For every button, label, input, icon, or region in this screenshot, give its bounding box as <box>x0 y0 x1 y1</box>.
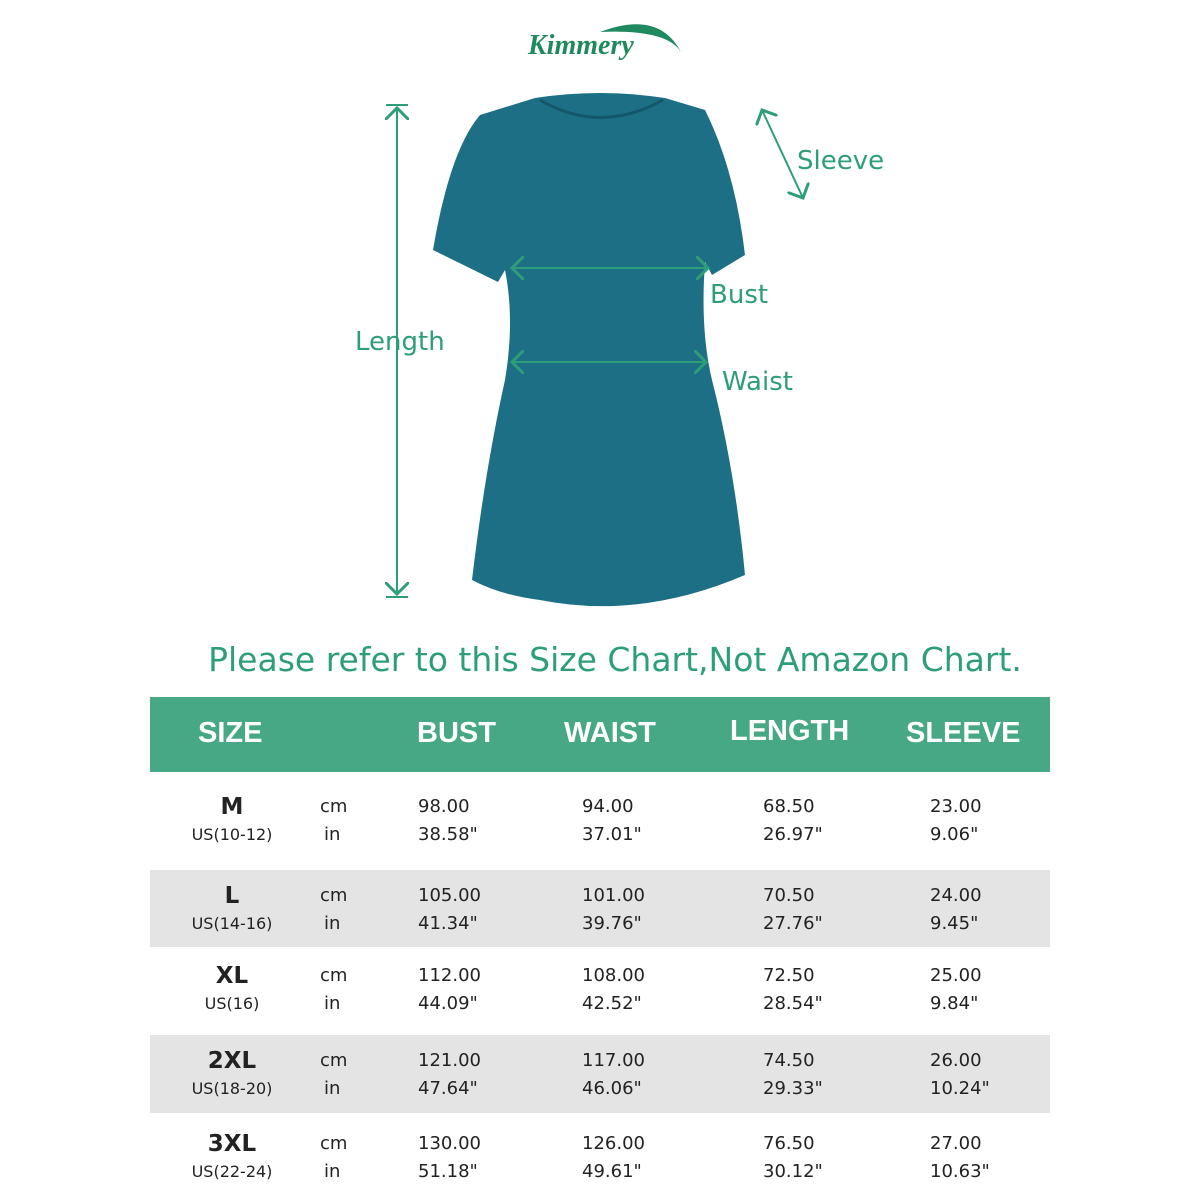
us-size: US(14-16) <box>191 914 273 933</box>
bust-in: 38.58" <box>418 824 478 845</box>
bust-cm: 112.00 <box>418 965 481 986</box>
waist-in: 37.01" <box>582 824 642 845</box>
us-size: US(18-20) <box>191 1079 273 1098</box>
sleeve-arrow <box>762 110 803 198</box>
header-length: LENGTH <box>730 715 850 747</box>
sleeve-in: 9.84" <box>930 993 979 1014</box>
length-cm: 70.50 <box>763 885 815 906</box>
bust-in: 47.64" <box>418 1078 478 1099</box>
size-label: XL <box>215 963 249 989</box>
sleeve-label: Sleeve <box>797 146 885 176</box>
logo-swoosh-icon <box>600 24 682 54</box>
size-label: 2XL <box>207 1048 257 1074</box>
bust-cm: 105.00 <box>418 885 481 906</box>
bust-cm: 121.00 <box>418 1050 481 1071</box>
table-header: SIZE BUST WAIST LENGTH SLEEVE <box>150 697 1050 772</box>
waist-cm: 101.00 <box>582 885 645 906</box>
bust-in: 51.18" <box>418 1161 478 1182</box>
waist-cm: 126.00 <box>582 1133 645 1154</box>
table-row: XL US(16) cm in 112.00 44.09" 108.00 42.52" 72.5… <box>150 950 1050 1032</box>
length-label: Length <box>355 327 445 357</box>
length-cm: 68.50 <box>763 796 815 817</box>
sleeve-cm: 23.00 <box>930 796 982 817</box>
bust-label: Bust <box>710 280 769 310</box>
tshirt-shape <box>433 93 745 607</box>
unit-cm: cm <box>320 1050 348 1071</box>
unit-in: in <box>324 913 341 934</box>
header-size: SIZE <box>198 717 263 749</box>
length-cm: 76.50 <box>763 1133 815 1154</box>
waist-cm: 117.00 <box>582 1050 645 1071</box>
unit-cm: cm <box>320 1133 348 1154</box>
length-in: 28.54" <box>763 993 823 1014</box>
size-label: M <box>220 794 244 820</box>
sleeve-cm: 25.00 <box>930 965 982 986</box>
length-in: 27.76" <box>763 913 823 934</box>
waist-in: 49.61" <box>582 1161 642 1182</box>
table-row: 3XL US(22-24) cm in 130.00 51.18" 126.00 49.61"… <box>150 1118 1050 1200</box>
waist-label: Waist <box>722 367 793 397</box>
table-row: M US(10-12) cm in 98.00 38.58" 94.00 37.01" 68.5… <box>150 775 1050 865</box>
sleeve-cm: 27.00 <box>930 1133 982 1154</box>
sleeve-cm: 26.00 <box>930 1050 982 1071</box>
size-label: L <box>224 883 240 909</box>
bust-cm: 98.00 <box>418 796 470 817</box>
sleeve-in: 10.24" <box>930 1078 990 1099</box>
header-waist: WAIST <box>564 717 656 749</box>
length-cm: 72.50 <box>763 965 815 986</box>
length-in: 29.33" <box>763 1078 823 1099</box>
sleeve-in: 9.06" <box>930 824 979 845</box>
sleeve-in: 10.63" <box>930 1161 990 1182</box>
length-cm: 74.50 <box>763 1050 815 1071</box>
sleeve-cm: 24.00 <box>930 885 982 906</box>
unit-cm: cm <box>320 885 348 906</box>
bust-in: 41.34" <box>418 913 478 934</box>
waist-cm: 94.00 <box>582 796 634 817</box>
table-row: L US(14-16) cm in 105.00 41.34" 101.00 39.76" 70… <box>150 870 1050 947</box>
header-bust: BUST <box>417 717 496 749</box>
unit-in: in <box>324 993 341 1014</box>
bust-in: 44.09" <box>418 993 478 1014</box>
brand-logo: Kimmery <box>528 30 634 61</box>
length-in: 26.97" <box>763 824 823 845</box>
unit-cm: cm <box>320 796 348 817</box>
sleeve-in: 9.45" <box>930 913 979 934</box>
table-row: 2XL US(18-20) cm in 121.00 47.64" 117.00 46.06"… <box>150 1035 1050 1113</box>
size-chart-note: Please refer to this Size Chart,Not Amaz… <box>208 640 1022 679</box>
unit-cm: cm <box>320 965 348 986</box>
garment-diagram <box>0 93 1200 607</box>
us-size: US(10-12) <box>191 825 273 844</box>
us-size: US(16) <box>204 994 260 1013</box>
bust-cm: 130.00 <box>418 1133 481 1154</box>
waist-in: 42.52" <box>582 993 642 1014</box>
length-in: 30.12" <box>763 1161 823 1182</box>
unit-in: in <box>324 824 341 845</box>
header-sleeve: SLEEVE <box>906 717 1021 749</box>
waist-in: 39.76" <box>582 913 642 934</box>
size-label: 3XL <box>207 1131 257 1157</box>
us-size: US(22-24) <box>191 1162 273 1181</box>
unit-in: in <box>324 1078 341 1099</box>
waist-cm: 108.00 <box>582 965 645 986</box>
waist-in: 46.06" <box>582 1078 642 1099</box>
unit-in: in <box>324 1161 341 1182</box>
